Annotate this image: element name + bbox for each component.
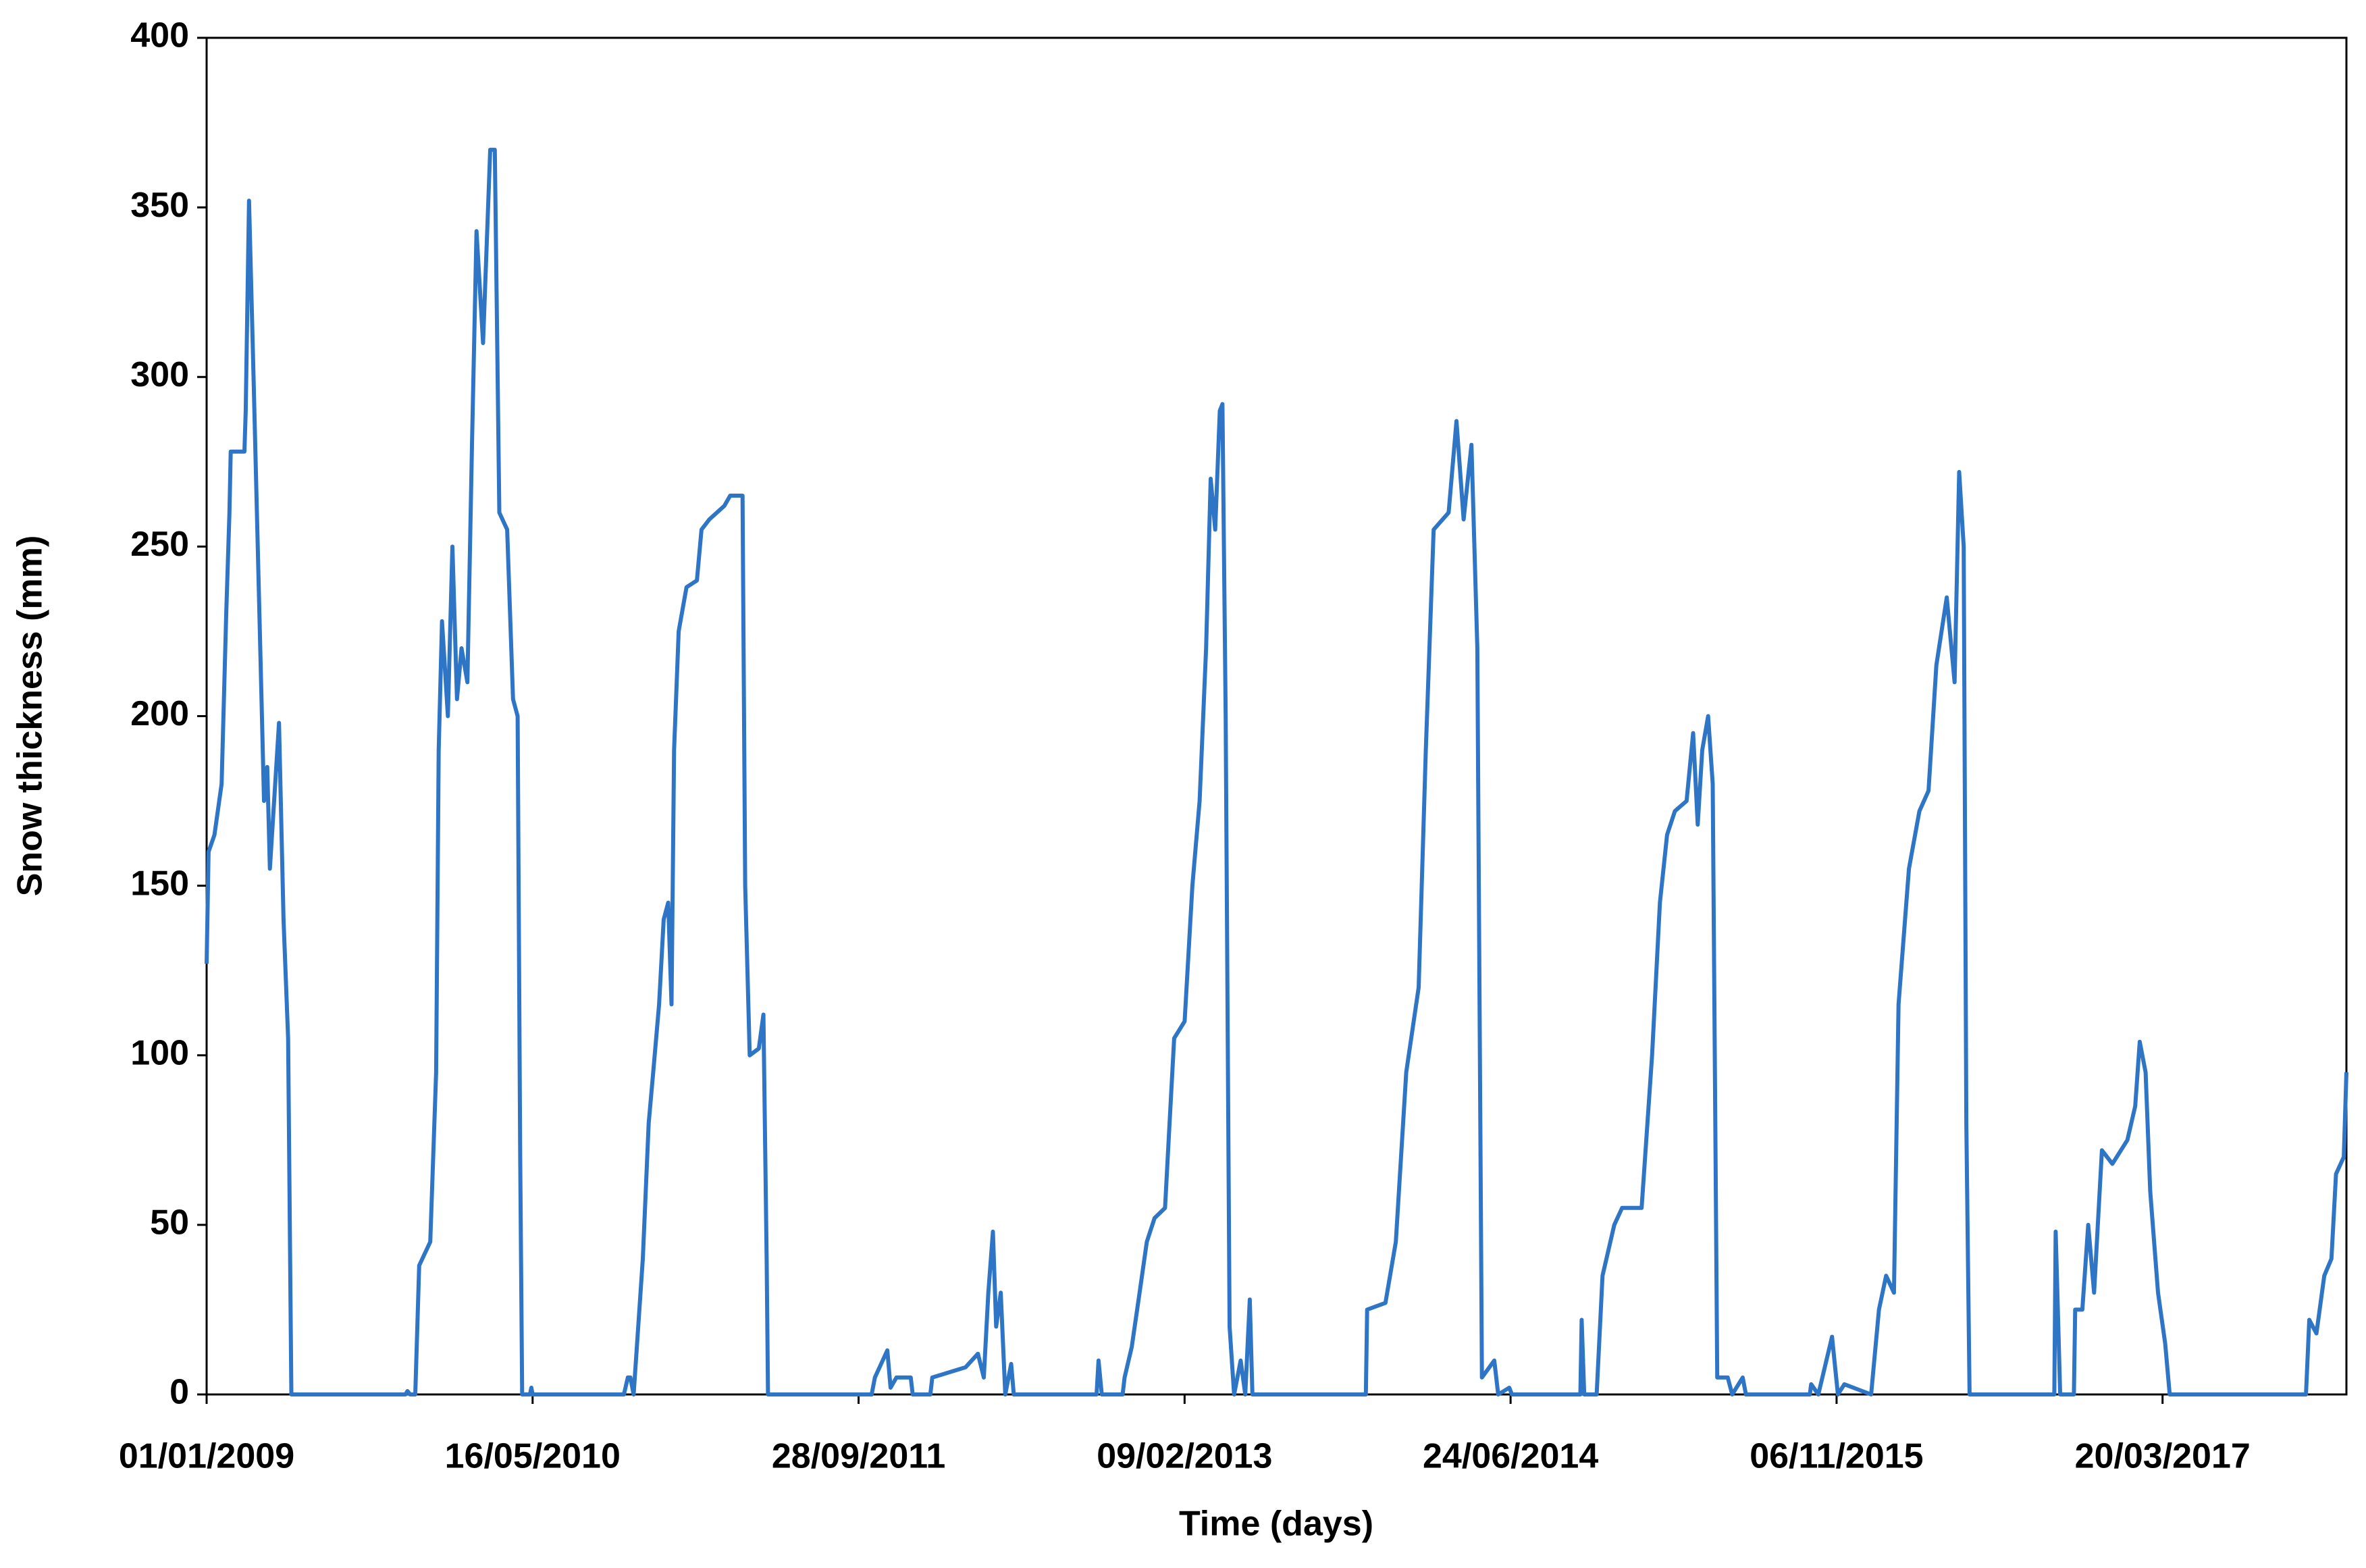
y-tick-label: 50 <box>150 1203 189 1243</box>
x-tick-label: 28/09/2011 <box>772 1437 945 1476</box>
x-axis-label: Time (days) <box>1179 1505 1373 1544</box>
y-axis-label: Snow thickness (mm) <box>11 535 50 897</box>
x-tick-label: 09/02/2013 <box>1097 1437 1272 1476</box>
y-tick-label: 350 <box>130 186 189 225</box>
y-tick-label: 300 <box>130 355 189 394</box>
x-tick-label: 24/06/2014 <box>1423 1437 1598 1476</box>
x-tick-label: 20/03/2017 <box>2075 1437 2251 1476</box>
y-tick-label: 100 <box>130 1033 189 1072</box>
plot-frame <box>205 36 2348 1396</box>
x-tick-label: 16/05/2010 <box>445 1437 621 1476</box>
y-tick-label: 400 <box>130 16 189 55</box>
y-tick-label: 0 <box>169 1373 189 1412</box>
x-tick-label: 01/01/2009 <box>119 1437 294 1476</box>
y-tick-label: 200 <box>130 694 189 733</box>
y-tick-label: 150 <box>130 864 189 903</box>
x-tick-label: 06/11/2015 <box>1750 1437 1923 1476</box>
y-tick-label: 250 <box>130 525 189 564</box>
series-line <box>205 147 2348 1396</box>
